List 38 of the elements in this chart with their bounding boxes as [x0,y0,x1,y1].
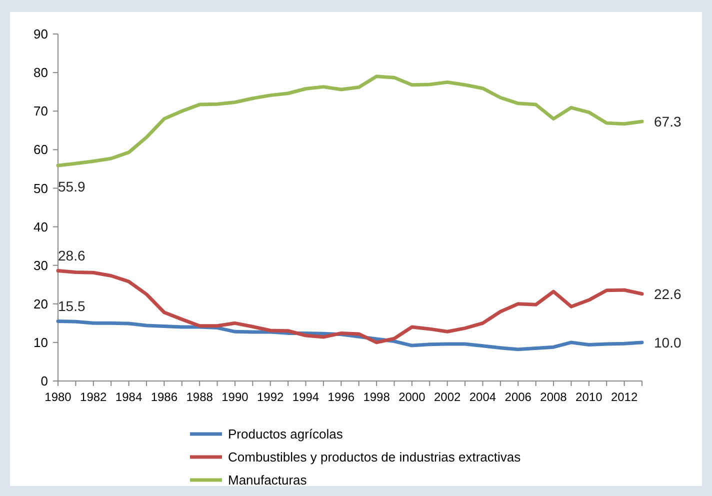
x-tick-label: 2004 [469,390,496,404]
y-tick-label: 50 [34,180,48,196]
x-tick-label: 1992 [257,390,284,404]
x-tick-label: 1998 [363,390,390,404]
x-tick-label: 2000 [398,390,426,404]
y-tick-label: 70 [34,104,48,119]
x-tick-label: 1986 [150,390,178,404]
y-tick-label: 40 [34,219,48,234]
data-label: 55.9 [58,178,86,194]
data-label: 67.3 [654,114,682,130]
x-tick-label: 1988 [186,390,214,404]
data-label: 15.5 [58,298,86,314]
x-tick-label: 2012 [610,390,638,404]
x-tick-label: 2008 [540,390,568,404]
y-tick-label: 10 [34,334,48,350]
data-label: 10.0 [654,334,682,350]
y-tick-label: 90 [34,26,48,42]
line-series [56,268,644,344]
x-tick-label: 1994 [292,390,320,404]
y-tick-label: 80 [34,65,48,80]
x-tick-label: 2010 [576,390,603,404]
x-tick-label: 2006 [504,390,532,404]
x-tick-label: 2002 [434,390,462,404]
legend-label: Combustibles y productos de industrias extractivas [228,450,522,465]
data-label: 22.6 [654,286,682,302]
data-label: 28.6 [58,248,86,264]
y-tick-label: 30 [34,258,48,273]
y-tick-label: 0 [40,374,48,389]
y-tick-label: 60 [34,142,48,158]
legend-label: Manufacturas [228,472,308,488]
x-tick-label: 1982 [80,390,108,404]
legend-label: Productos agrícolas [228,426,344,442]
x-tick-label: 1980 [44,390,72,404]
x-tick-label: 1996 [328,390,355,404]
x-tick-label: 1984 [115,390,142,404]
y-tick-label: 20 [34,296,48,312]
x-tick-label: 1990 [222,390,249,404]
line-series [56,74,644,168]
